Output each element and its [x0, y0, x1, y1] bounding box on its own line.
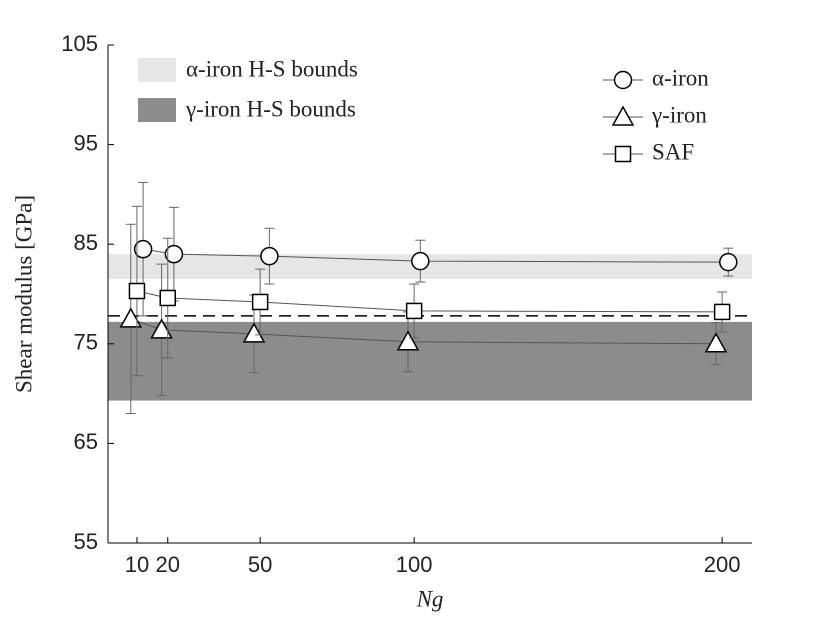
- data-point: [133, 239, 153, 259]
- bound-band: [108, 321, 752, 401]
- y-tick-label: 85: [74, 230, 98, 255]
- y-tick-label: 65: [74, 429, 98, 454]
- legend-label: α-iron H-S bounds: [186, 56, 358, 81]
- data-point: [704, 332, 728, 353]
- data-point: [251, 293, 269, 311]
- legend-marker: [611, 105, 635, 126]
- data-point: [164, 244, 184, 264]
- legend-label: SAF: [652, 139, 694, 164]
- data-point: [242, 322, 266, 343]
- data-point: [405, 302, 423, 320]
- x-tick-label: 100: [396, 552, 433, 577]
- y-tick-label: 95: [74, 130, 98, 155]
- data-point: [411, 251, 430, 271]
- y-axis-label: Shear modulus [GPa]: [11, 195, 36, 393]
- legend-label: γ-iron H-S bounds: [185, 96, 356, 121]
- x-tick-label: 50: [248, 552, 272, 577]
- data-point: [150, 318, 173, 339]
- data-point: [260, 246, 279, 266]
- legend-label: α-iron: [652, 65, 709, 90]
- data-point: [719, 252, 738, 272]
- data-point: [119, 307, 143, 328]
- legend-marker: [614, 145, 632, 163]
- bound-band: [108, 254, 752, 280]
- data-point: [713, 303, 731, 321]
- legend-swatch: [138, 58, 176, 82]
- x-axis-label: Ng: [416, 586, 444, 611]
- data-point: [159, 289, 176, 307]
- x-tick-label: 20: [156, 552, 180, 577]
- legend-swatch: [138, 98, 176, 122]
- x-tick-label: 200: [704, 552, 741, 577]
- legend-label: γ-iron: [651, 102, 707, 127]
- y-tick-label: 75: [74, 330, 98, 355]
- data-point: [128, 282, 146, 300]
- data-point: [396, 330, 420, 351]
- series-line: [136, 290, 723, 313]
- x-tick-label: 10: [125, 552, 149, 577]
- legend-marker: [613, 70, 633, 90]
- y-tick-label: 105: [61, 31, 98, 56]
- y-tick-label: 55: [74, 529, 98, 554]
